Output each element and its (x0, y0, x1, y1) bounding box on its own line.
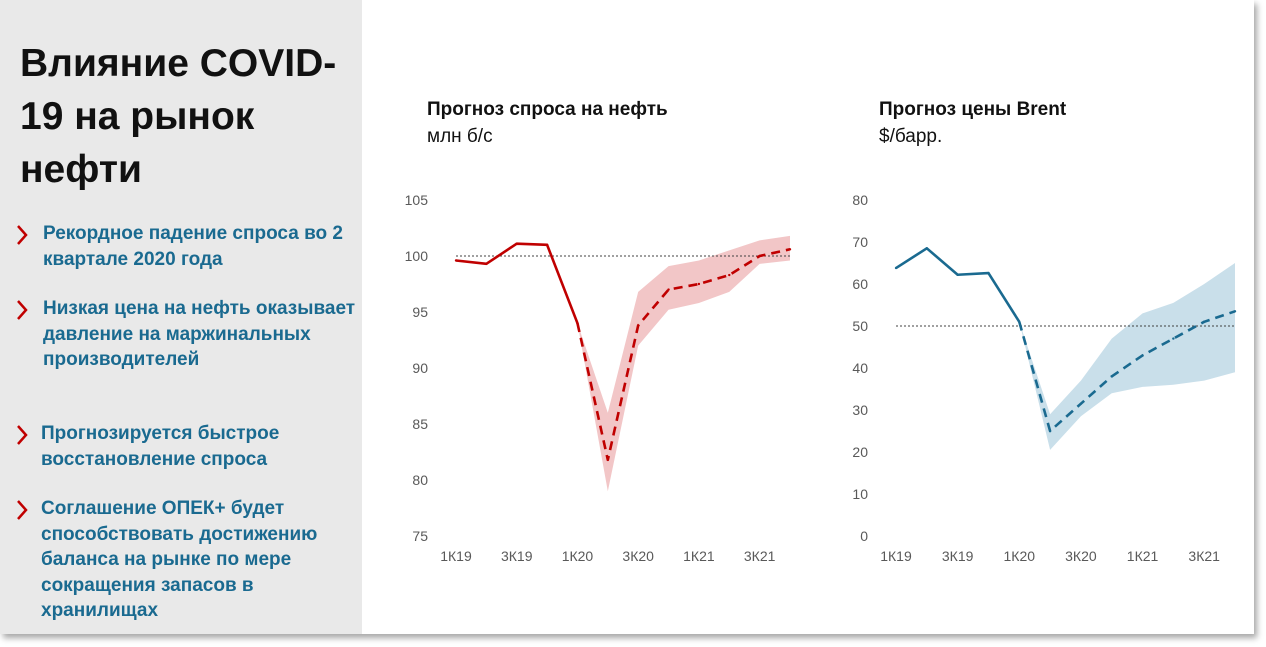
data-point (606, 458, 610, 462)
y-tick-label: 100 (405, 248, 429, 264)
x-tick-label: 1К21 (683, 548, 715, 564)
brent-chart: 0 10 20 30 40 50 60 70 80 1К19 3К19 1К20 3К20 1К21 3К2… (852, 192, 1237, 564)
data-point (485, 262, 488, 266)
data-point (1048, 429, 1052, 433)
x-tick-label: 1К19 (440, 548, 472, 564)
chevron-right-icon (17, 500, 28, 520)
y-tick-label: 80 (412, 472, 428, 488)
data-point (1141, 354, 1144, 357)
y-tick-label: 105 (405, 192, 429, 208)
data-point (1202, 320, 1206, 323)
slide: Влияние COVID-19 на рынок нефти Рекордно… (0, 0, 1237, 634)
data-point (1079, 402, 1083, 405)
chart-title-brent: Прогноз цены Brent (879, 99, 1067, 120)
data-point (1172, 337, 1175, 340)
data-point (956, 273, 959, 276)
actual-series-line (895, 246, 1021, 323)
x-tick-label: 3К20 (1065, 548, 1097, 564)
data-point (636, 324, 640, 327)
data-point (1018, 320, 1021, 323)
chart-unit-demand: млн б/с (427, 126, 493, 147)
y-tick-label: 80 (852, 192, 868, 208)
x-tick-label: 1К21 (1127, 548, 1159, 564)
x-tick-label: 3К21 (744, 548, 776, 564)
forecast-series-line (1018, 310, 1236, 433)
x-tick-label: 1К19 (880, 548, 912, 564)
y-tick-label: 0 (860, 528, 868, 544)
bullet-text: Прогнозируется быстрое восстановление сп… (41, 423, 280, 470)
x-tick-label: 3К19 (501, 548, 533, 564)
data-point (697, 282, 701, 286)
bullet-text: Низкая цена на нефть оказывает давление … (43, 298, 356, 370)
data-point (1233, 310, 1237, 313)
x-tick-label: 3К20 (622, 548, 654, 564)
data-point (454, 259, 458, 262)
chevron-right-icon (17, 300, 28, 320)
data-point (576, 322, 579, 325)
y-tick-label: 90 (412, 360, 428, 376)
data-point (758, 254, 761, 258)
y-tick-label: 20 (852, 444, 868, 460)
x-tick-label: 1К20 (562, 548, 594, 564)
chevron-right-icon (17, 425, 28, 445)
forecast-range-band (577, 235, 790, 492)
slide-title: Влияние COVID-19 на рынок нефти (20, 42, 337, 191)
y-tick-label: 10 (852, 486, 868, 502)
data-point (515, 242, 518, 245)
data-point (728, 273, 731, 277)
data-point (987, 271, 990, 275)
y-tick-label: 85 (412, 416, 428, 432)
x-tick-label: 3К19 (942, 548, 974, 564)
forecast-range-band (1019, 263, 1235, 450)
y-tick-label: 60 (852, 276, 868, 292)
left-panel: Влияние COVID-19 на рынок нефти Рекордно… (0, 0, 362, 634)
y-tick-label: 50 (852, 318, 868, 334)
chart-title-demand: Прогноз спроса на нефть (427, 99, 668, 120)
demand-chart: 75 80 85 90 95 100 105 1К19 3К19 1К20 3К20 1К21 3К21 (405, 192, 792, 564)
y-tick-label: 30 (852, 402, 868, 418)
chart-unit-brent: $/барр. (879, 126, 943, 147)
y-tick-label: 70 (852, 234, 868, 250)
data-point (925, 247, 929, 250)
y-tick-label: 40 (852, 360, 868, 376)
data-point (894, 266, 898, 270)
data-point (788, 248, 792, 251)
data-point (1110, 375, 1113, 378)
data-point (545, 243, 549, 246)
data-point (667, 288, 670, 291)
y-tick-label: 75 (412, 528, 428, 544)
x-tick-label: 3К21 (1188, 548, 1220, 564)
chevron-right-icon (17, 225, 28, 245)
bullet-text: Соглашение ОПЕК+ будет способствовать до… (41, 498, 318, 621)
bullet-text: Рекордное падение спроса во 2 квартале 2… (43, 223, 343, 270)
y-tick-label: 95 (412, 304, 428, 320)
x-tick-label: 1К20 (1004, 548, 1036, 564)
